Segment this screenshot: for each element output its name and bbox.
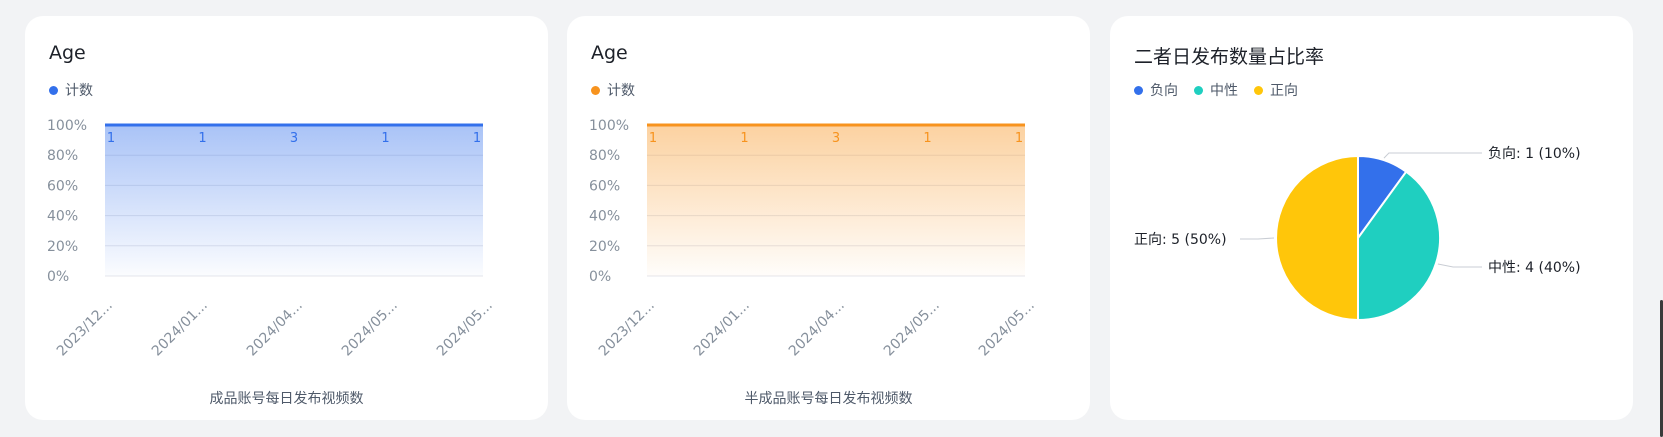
legend-label: 正向 — [1270, 83, 1298, 99]
legend-item-count[interactable]: 计数 — [49, 80, 93, 100]
chart-title: Age — [591, 42, 628, 64]
y-tick-label: 80% — [589, 148, 620, 164]
legend-label: 计数 — [607, 83, 635, 99]
data-label: 1 — [198, 131, 206, 146]
legend-dot — [49, 85, 58, 95]
chart-card-2: Age 计数 100% 80% 60% 40% 20% 0% 1 1 3 1 1 2023/12...… — [567, 16, 1090, 420]
x-tick-label: 2024/05... — [434, 298, 496, 360]
y-tick-label: 40% — [47, 209, 78, 225]
data-label: 3 — [832, 131, 840, 146]
data-label: 1 — [1015, 131, 1023, 146]
legend-label: 负向 — [1150, 83, 1178, 99]
legend-item-negative[interactable]: 负向 — [1134, 80, 1178, 100]
data-label: 1 — [107, 131, 115, 146]
x-tick-label: 2024/04... — [244, 298, 306, 360]
slice-label: 正向: 5 (50%) — [1134, 232, 1227, 248]
y-tick-label: 40% — [589, 209, 620, 225]
chart-title: 二者日发布数量占比率 — [1134, 46, 1325, 68]
legend-item-neutral[interactable]: 中性 — [1194, 80, 1238, 100]
legend-label: 计数 — [65, 83, 93, 99]
x-axis-title: 半成品账号每日发布视频数 — [744, 391, 913, 407]
area-chart-1: 100% 80% 60% 40% 20% 0% 1 1 3 1 1 2023/12... 2024/01… — [47, 118, 496, 360]
pie-slice-正向[interactable] — [1275, 154, 1359, 322]
legend-dot — [1194, 85, 1203, 95]
pie-slice-中性[interactable] — [1357, 170, 1441, 322]
area-chart-2: 100% 80% 60% 40% 20% 0% 1 1 3 1 1 2023/12... 2024/01… — [589, 118, 1038, 360]
data-label: 1 — [923, 131, 931, 146]
data-label: 1 — [649, 131, 657, 146]
scrollbar[interactable] — [1660, 300, 1663, 437]
x-tick-label: 2023/12... — [54, 298, 116, 360]
x-tick-label: 2024/04... — [786, 298, 848, 360]
y-tick-label: 100% — [589, 118, 629, 134]
data-label: 1 — [381, 131, 389, 146]
leader-line — [1383, 152, 1482, 159]
chart-legend: 计数 — [49, 80, 93, 100]
chart-legend: 负向 中性 正向 — [1134, 80, 1298, 100]
y-tick-label: 100% — [47, 118, 87, 134]
x-axis-title: 成品账号每日发布视频数 — [209, 391, 364, 407]
legend-label: 中性 — [1210, 83, 1238, 99]
data-label: 1 — [473, 131, 481, 146]
x-tick-label: 2024/01... — [691, 298, 753, 360]
data-label: 3 — [290, 131, 298, 146]
area-fill — [105, 125, 483, 276]
x-tick-label: 2024/01... — [149, 298, 211, 360]
legend-dot — [591, 85, 600, 95]
y-tick-label: 0% — [589, 269, 611, 285]
x-tick-label: 2024/05... — [881, 298, 943, 360]
y-tick-label: 20% — [47, 239, 78, 255]
y-tick-label: 20% — [589, 239, 620, 255]
chart-card-1: Age 计数 100% 80% 60% 40% 20% 0% 1 1 3 1 1 2023/12...… — [25, 16, 548, 420]
legend-item-count[interactable]: 计数 — [591, 80, 635, 100]
data-label: 1 — [740, 131, 748, 146]
y-tick-label: 60% — [47, 178, 78, 194]
x-tick-label: 2024/05... — [339, 298, 401, 360]
slice-label: 中性: 4 (40%) — [1488, 260, 1581, 276]
legend-item-positive[interactable]: 正向 — [1254, 80, 1298, 100]
leader-line — [1437, 263, 1482, 268]
y-tick-label: 60% — [589, 178, 620, 194]
chart-legend: 计数 — [591, 80, 635, 100]
area-fill — [647, 125, 1025, 276]
legend-dot — [1254, 85, 1263, 95]
x-tick-label: 2023/12... — [596, 298, 658, 360]
pie-chart: 负向: 1 (10%) 中性: 4 (40%) 正向: 5 (50%) — [1134, 146, 1581, 322]
leader-line — [1240, 237, 1275, 240]
slice-label: 负向: 1 (10%) — [1488, 146, 1581, 162]
chart-card-3: 二者日发布数量占比率 负向 中性 正向 负向: 1 (10%) 中性: 4 (40… — [1110, 16, 1633, 420]
y-tick-label: 0% — [47, 269, 69, 285]
legend-dot — [1134, 85, 1143, 95]
chart-title: Age — [49, 42, 86, 64]
y-tick-label: 80% — [47, 148, 78, 164]
x-tick-label: 2024/05... — [976, 298, 1038, 360]
